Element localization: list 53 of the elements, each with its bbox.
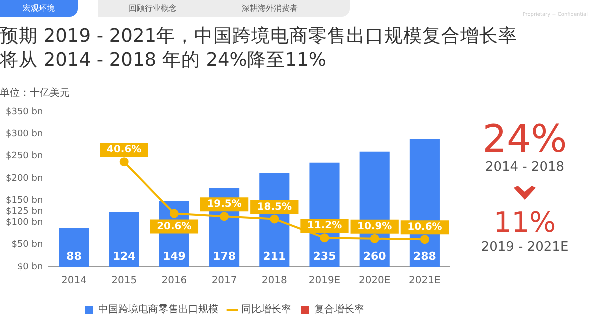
- y-tick-label: $50 bn: [12, 240, 44, 250]
- data-label: 149: [162, 250, 186, 263]
- x-tick-label: 2018: [262, 276, 288, 287]
- y-tick-label: $0 bn: [17, 262, 44, 272]
- data-label: 260: [363, 250, 387, 263]
- data-label: 40.6%: [106, 144, 142, 156]
- text: 11%: [492, 206, 558, 240]
- x-tick-label: 2016: [162, 276, 188, 287]
- legend-label: 同比增长率: [242, 304, 292, 316]
- text: 2019 - 2021E: [480, 240, 570, 256]
- data-label: 178: [213, 250, 236, 263]
- data-label: 11.2%: [307, 220, 342, 232]
- legend-label: 中国跨境电商零售出口规模: [98, 304, 218, 316]
- y-tick-label: $125 bn: [6, 206, 44, 217]
- data-label: 19.5%: [207, 199, 242, 210]
- data-label: 88: [66, 250, 82, 263]
- legend-label: 复合增长率: [314, 304, 364, 316]
- y-tick-label: $200 bn: [6, 174, 44, 184]
- point: [170, 209, 179, 218]
- x-tick-label: 2020E: [358, 276, 391, 287]
- x-tick-label: 2015: [112, 276, 138, 287]
- data-label: 10.9%: [357, 221, 392, 232]
- data-label: 18.5%: [257, 202, 292, 213]
- data-label: 211: [263, 250, 286, 263]
- data-label: 10.6%: [408, 222, 442, 234]
- point: [370, 234, 380, 244]
- chart-title: 预期 2019 - 2021年，中国跨境电商零售出口规模复合增长率将从 2014 - 2018 年的 24%降至11%: [0, 25, 518, 73]
- bar: [59, 228, 90, 267]
- point: [220, 212, 230, 222]
- data-label: 288: [413, 250, 436, 263]
- text: 回顾行业概念: [98, 0, 208, 17]
- x-tick-label: 2021E: [409, 276, 441, 287]
- point: [270, 214, 280, 224]
- x-tick-label: 2017: [212, 276, 238, 287]
- point: [320, 234, 330, 243]
- x-tick-label: 2019E: [308, 276, 341, 287]
- data-label: 20.6%: [157, 221, 192, 232]
- y-tick-label: $250 bn: [6, 152, 44, 162]
- text: 宏观环境: [0, 0, 78, 17]
- data-label: 124: [112, 250, 136, 263]
- bar: [109, 212, 140, 267]
- text: 深耕海外消费者: [190, 0, 350, 17]
- x-tick-label: 2014: [62, 276, 87, 287]
- data-label: 235: [313, 250, 336, 263]
- y-tick-label: $350 bn: [6, 107, 44, 118]
- point: [420, 235, 430, 244]
- text: 2014 - 2018: [484, 160, 566, 176]
- y-axis-title: 单位：十亿美元: [0, 86, 70, 100]
- y-tick-label: $300 bn: [6, 129, 44, 140]
- y-tick-label: $150 bn: [6, 196, 44, 206]
- text: 24%: [482, 117, 568, 161]
- y-tick-label: $100 bn: [6, 218, 44, 228]
- point: [120, 158, 129, 167]
